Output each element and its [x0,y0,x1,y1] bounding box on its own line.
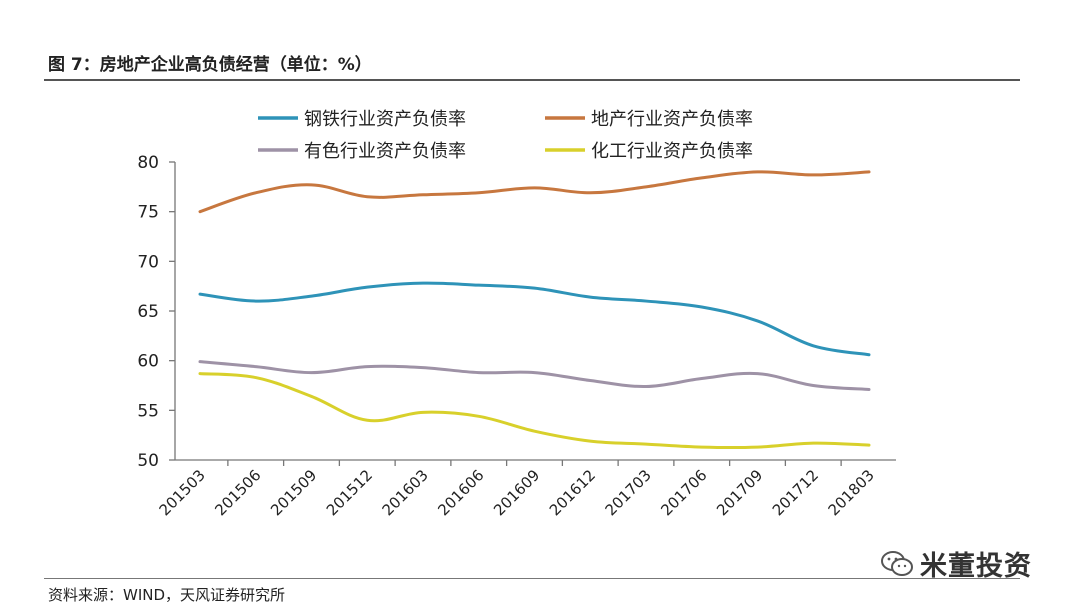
x-tick-label: 201603 [379,466,432,519]
series-lines [198,170,871,450]
x-tick-label: 201612 [546,466,599,519]
x-tick-label: 201706 [657,466,710,519]
bottom-rule [44,578,1020,579]
series-line-3 [198,360,871,391]
legend-label: 钢铁行业资产负债率 [304,109,466,130]
x-tick-label: 201506 [211,466,264,519]
watermark-text: 米董投资 [920,551,1032,582]
y-tick-label: 75 [137,203,159,223]
x-tick-label: 201803 [825,466,878,519]
legend-label: 有色行业资产负债率 [304,141,466,162]
series-line-4 [198,372,871,450]
y-tick-label: 65 [137,302,159,322]
source-note: 资料来源：WIND，天风证券研究所 [48,586,286,604]
legend-label: 化工行业资产负债率 [591,141,753,162]
y-tick-label: 50 [137,451,159,471]
x-tick-label: 201709 [713,466,766,519]
x-tick-label: 201609 [490,466,543,519]
y-tick-label: 80 [137,153,159,173]
x-tick-label: 201512 [323,466,376,519]
y-axis-ticks: 50 55 60 65 70 75 80 [137,153,175,471]
series-line-2 [198,170,871,214]
y-tick-label: 70 [137,252,159,272]
top-rule [44,79,1020,81]
y-tick-label: 55 [137,401,159,421]
x-tick-label: 201606 [434,466,487,519]
x-tick-label: 201509 [267,466,320,519]
watermark: 米董投资 [880,544,1032,583]
y-tick-label: 60 [137,352,159,372]
x-tick-label: 201712 [769,466,822,519]
legend-label: 地产行业资产负债率 [591,109,753,130]
chart-title: 图 7：房地产企业高负债经营（单位：%） [48,55,372,75]
x-axis-ticks: 201503 201506 201509 201512 201603 201606 2016… [156,460,878,519]
axes [174,162,896,461]
x-tick-label: 201703 [602,466,655,519]
series-line-1 [198,281,871,357]
x-tick-label: 201503 [156,466,209,519]
wechat-icon [881,550,913,576]
